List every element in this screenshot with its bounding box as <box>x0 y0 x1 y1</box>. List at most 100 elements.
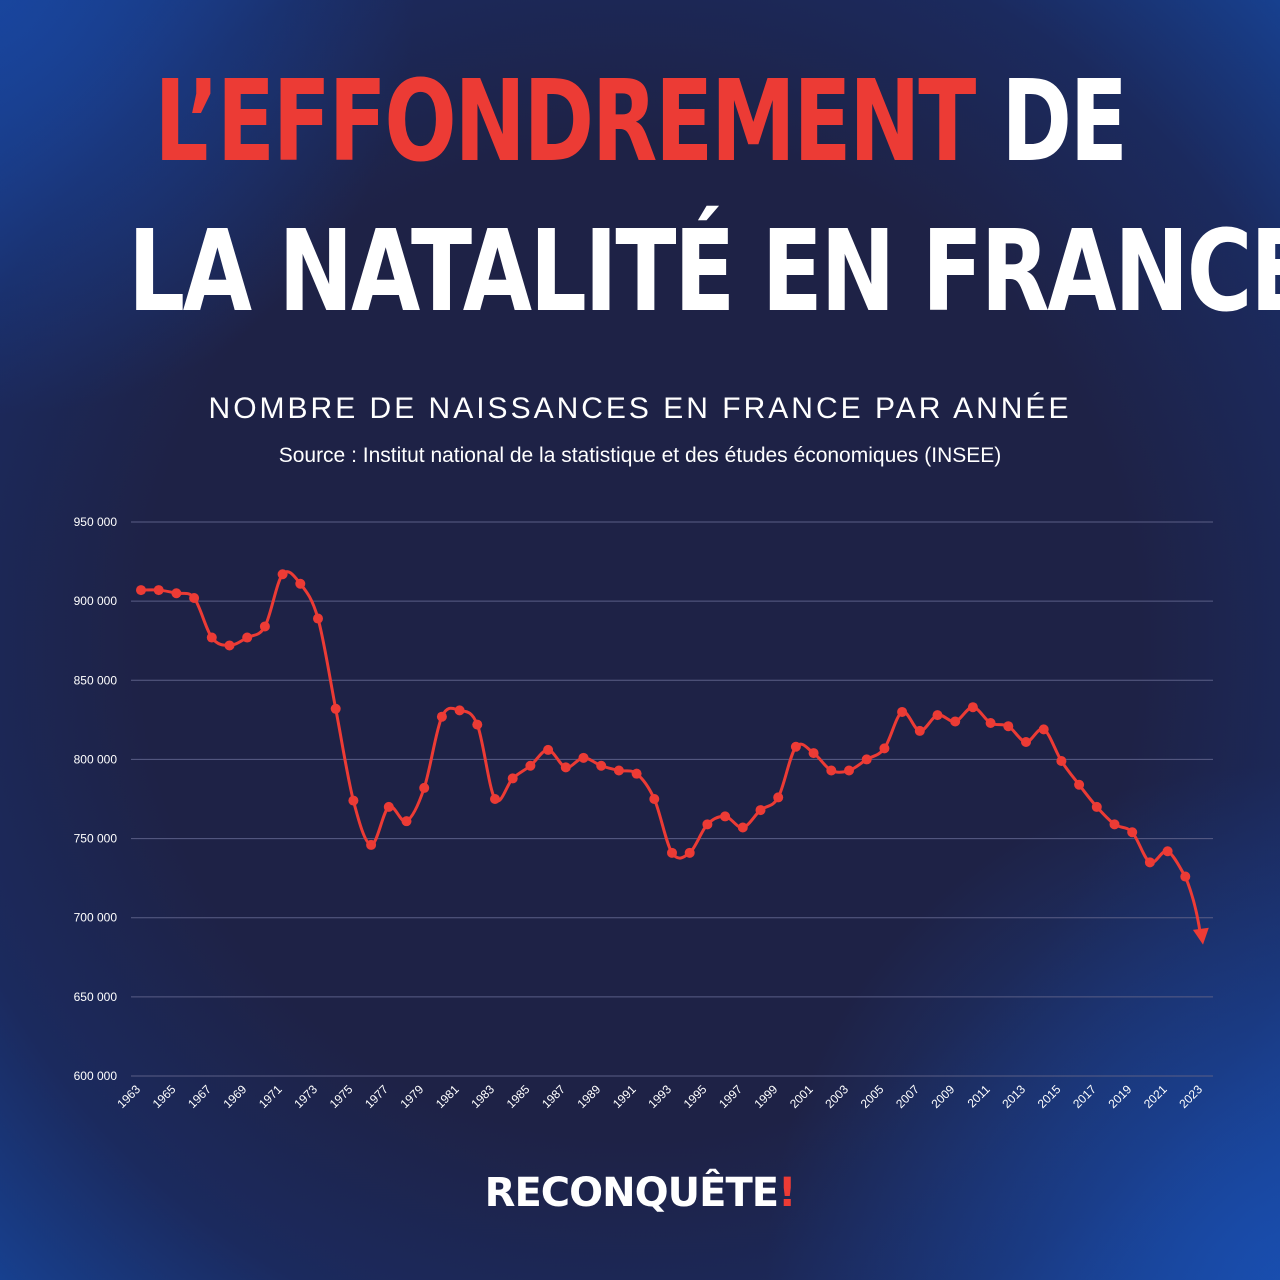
x-tick-label: 2013 <box>999 1082 1028 1111</box>
data-point <box>932 710 943 721</box>
headline-highlight: L’EFFONDREMENT <box>154 57 976 187</box>
data-point <box>684 847 695 858</box>
chart-subtitle: NOMBRE DE NAISSANCES EN FRANCE PAR ANNÉE <box>208 392 1072 425</box>
data-point <box>1074 779 1085 790</box>
y-tick-labels: 600 000 650 000 700 000 750 000 800 000 850 0… <box>74 515 118 1083</box>
data-point <box>419 782 430 793</box>
data-point <box>295 578 306 589</box>
data-point <box>543 744 554 755</box>
data-point <box>613 765 624 776</box>
x-tick-label: 1995 <box>681 1082 710 1111</box>
x-tick-label: 1971 <box>256 1082 285 1111</box>
data-point <box>259 621 270 632</box>
x-tick-label: 2023 <box>1176 1082 1205 1111</box>
data-point <box>649 794 660 804</box>
x-tick-label: 1967 <box>185 1082 214 1111</box>
x-tick-label: 1965 <box>150 1082 179 1111</box>
data-point <box>755 805 766 816</box>
data-point <box>985 718 996 729</box>
data-point <box>861 754 872 765</box>
data-point <box>436 711 447 722</box>
reconquete-logo: RECONQUÊTE! <box>0 1170 1280 1216</box>
x-tick-label: 1999 <box>752 1082 781 1111</box>
y-tick-label: 850 000 <box>74 673 118 687</box>
data-point <box>383 801 394 812</box>
data-point <box>189 592 200 603</box>
births-series-line <box>140 570 1187 878</box>
data-point <box>897 706 908 717</box>
data-point <box>454 705 465 716</box>
x-tick-label: 1985 <box>504 1082 533 1111</box>
data-point <box>631 768 642 779</box>
data-point <box>1038 724 1049 735</box>
data-point <box>153 585 164 596</box>
y-tick-label: 900 000 <box>74 594 118 608</box>
x-tick-label: 2017 <box>1070 1082 1099 1111</box>
x-tick-label: 2001 <box>787 1082 816 1111</box>
data-point <box>950 716 961 727</box>
x-tick-label: 1991 <box>610 1082 639 1111</box>
data-point <box>826 765 837 776</box>
data-point <box>879 743 890 754</box>
x-tick-label: 1983 <box>468 1082 497 1111</box>
data-point <box>914 725 925 736</box>
data-point <box>348 795 359 806</box>
x-tick-label: 1993 <box>645 1082 674 1111</box>
x-tick-label: 1987 <box>539 1082 568 1111</box>
background-glow-top-left <box>0 0 420 420</box>
x-tick-label: 2005 <box>858 1082 887 1111</box>
background-glow-bottom-right <box>760 760 1280 1280</box>
logo-text: RECONQUÊTE <box>484 1170 779 1216</box>
x-tick-label: 1977 <box>362 1082 391 1111</box>
data-point <box>808 748 819 759</box>
data-point <box>720 811 731 822</box>
data-point <box>313 613 323 624</box>
headline-line-1: L’EFFONDREMENT DE <box>154 62 1127 182</box>
data-point <box>277 569 288 580</box>
data-point <box>1091 801 1102 812</box>
x-tick-label: 2007 <box>893 1082 922 1111</box>
y-tick-label: 650 000 <box>74 990 118 1004</box>
data-point <box>1109 819 1120 830</box>
data-point <box>790 741 801 752</box>
data-point <box>224 640 235 651</box>
data-point <box>136 585 146 596</box>
x-tick-label: 1975 <box>327 1082 356 1111</box>
data-point <box>171 588 182 599</box>
y-tick-label: 950 000 <box>74 515 118 529</box>
data-point <box>737 822 748 833</box>
data-point <box>525 760 536 771</box>
data-point <box>1127 827 1138 838</box>
grid-layer <box>131 521 1213 1077</box>
data-point <box>844 765 854 776</box>
data-point <box>206 632 217 643</box>
headline-line-2: LA NATALITÉ EN FRANCE <box>128 207 1280 337</box>
x-tick-label: 2003 <box>822 1082 851 1111</box>
x-tick-label: 1981 <box>433 1082 462 1111</box>
data-point <box>1144 857 1155 868</box>
trend-arrow-head <box>1192 927 1209 945</box>
births-line-chart: 600 000 650 000 700 000 750 000 800 000 850 0… <box>74 515 1213 1111</box>
data-point <box>330 703 341 714</box>
data-point <box>1056 756 1067 767</box>
data-point <box>1003 721 1014 732</box>
x-tick-label: 2015 <box>1035 1082 1064 1111</box>
data-point <box>1021 737 1031 748</box>
x-tick-label: 2011 <box>965 1082 993 1110</box>
y-tick-label: 750 000 <box>74 832 118 846</box>
data-point <box>242 632 253 643</box>
data-point <box>702 819 713 830</box>
data-point <box>490 794 500 804</box>
x-tick-label: 1997 <box>716 1082 745 1111</box>
data-point <box>401 816 412 827</box>
chart-source: Source : Institut national de la statist… <box>278 444 1002 467</box>
data-point <box>366 839 377 850</box>
data-point <box>560 762 571 773</box>
y-tick-label: 600 000 <box>74 1069 118 1083</box>
data-point <box>472 719 483 730</box>
series-layer <box>136 569 1209 945</box>
logo-mark: ! <box>778 1170 796 1216</box>
data-point <box>596 760 607 771</box>
x-tick-labels: 1963 1965 1967 1969 1971 1973 1975 1977 1979 1981… <box>114 1082 1205 1111</box>
x-tick-label: 1963 <box>114 1082 143 1111</box>
